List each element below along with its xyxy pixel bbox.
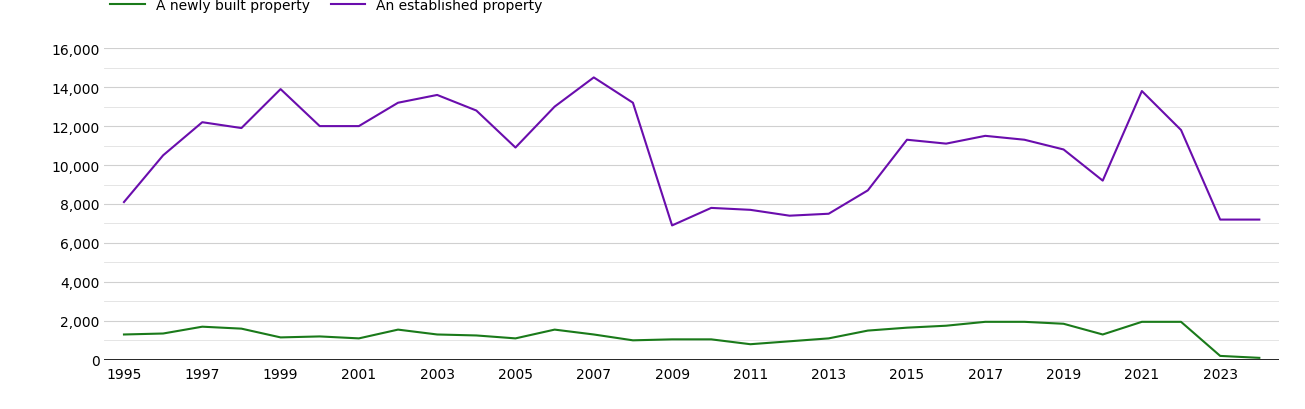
A newly built property bbox=[1056, 321, 1071, 326]
An established property bbox=[547, 105, 562, 110]
A newly built property bbox=[390, 327, 406, 332]
An established property bbox=[234, 126, 249, 131]
An established property bbox=[860, 189, 876, 193]
A newly built property bbox=[899, 326, 915, 330]
An established property bbox=[586, 76, 602, 81]
A newly built property bbox=[194, 324, 210, 329]
A newly built property bbox=[664, 337, 680, 342]
A newly built property bbox=[1134, 319, 1150, 324]
An established property bbox=[273, 88, 288, 92]
An established property bbox=[194, 120, 210, 125]
An established property bbox=[390, 101, 406, 106]
An established property bbox=[782, 213, 797, 218]
An established property bbox=[977, 134, 993, 139]
A newly built property bbox=[429, 332, 445, 337]
An established property bbox=[743, 208, 758, 213]
An established property bbox=[1212, 218, 1228, 222]
An established property bbox=[312, 124, 328, 129]
A newly built property bbox=[586, 332, 602, 337]
A newly built property bbox=[155, 331, 171, 336]
An established property bbox=[429, 93, 445, 98]
A newly built property bbox=[860, 328, 876, 333]
An established property bbox=[625, 101, 641, 106]
A newly built property bbox=[1173, 319, 1189, 324]
A newly built property bbox=[234, 326, 249, 331]
A newly built property bbox=[312, 334, 328, 339]
An established property bbox=[938, 142, 954, 147]
A newly built property bbox=[821, 336, 837, 341]
An established property bbox=[1056, 148, 1071, 153]
An established property bbox=[664, 223, 680, 228]
Line: An established property: An established property bbox=[124, 78, 1259, 226]
An established property bbox=[1017, 138, 1032, 143]
An established property bbox=[155, 153, 171, 158]
Line: A newly built property: A newly built property bbox=[124, 322, 1259, 358]
An established property bbox=[821, 212, 837, 217]
An established property bbox=[1173, 128, 1189, 133]
A newly built property bbox=[116, 332, 132, 337]
An established property bbox=[899, 138, 915, 143]
A newly built property bbox=[782, 339, 797, 344]
A newly built property bbox=[1095, 332, 1111, 337]
A newly built property bbox=[468, 333, 484, 338]
An established property bbox=[1095, 179, 1111, 184]
A newly built property bbox=[938, 324, 954, 328]
An established property bbox=[1134, 89, 1150, 94]
A newly built property bbox=[625, 338, 641, 343]
Legend: A newly built property, An established property: A newly built property, An established p… bbox=[104, 0, 548, 18]
A newly built property bbox=[743, 342, 758, 347]
A newly built property bbox=[977, 319, 993, 324]
An established property bbox=[468, 109, 484, 114]
An established property bbox=[116, 200, 132, 205]
A newly built property bbox=[547, 327, 562, 332]
A newly built property bbox=[273, 335, 288, 340]
A newly built property bbox=[508, 336, 523, 341]
An established property bbox=[351, 124, 367, 129]
An established property bbox=[703, 206, 719, 211]
An established property bbox=[508, 146, 523, 151]
A newly built property bbox=[1251, 355, 1267, 360]
A newly built property bbox=[703, 337, 719, 342]
A newly built property bbox=[1212, 353, 1228, 358]
A newly built property bbox=[1017, 319, 1032, 324]
An established property bbox=[1251, 218, 1267, 222]
A newly built property bbox=[351, 336, 367, 341]
